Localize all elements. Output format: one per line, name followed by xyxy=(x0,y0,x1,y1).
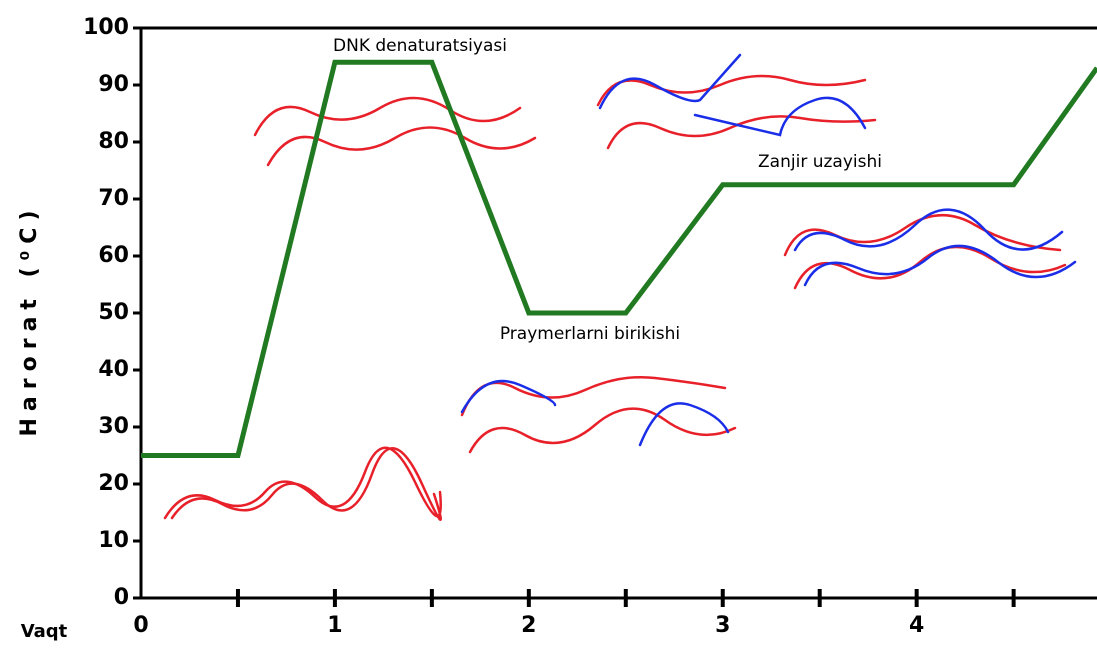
dna-strand xyxy=(793,208,1064,252)
dna-illustrations xyxy=(163,53,1077,521)
x-tick-label: 2 xyxy=(521,613,536,638)
y-tick-label: 10 xyxy=(98,528,129,553)
x-tick-label: 1 xyxy=(327,613,342,638)
y-tick-label: 40 xyxy=(98,357,129,382)
y-tick-label: 100 xyxy=(83,15,129,40)
y-tick-label: 70 xyxy=(98,186,129,211)
temperature-line xyxy=(141,59,1097,458)
y-tick-label: 50 xyxy=(98,300,129,325)
annotation: Praymerlarni birikishi xyxy=(500,324,680,344)
dna-strand xyxy=(266,126,537,167)
dna-strand xyxy=(468,407,737,454)
y-tick-label: 30 xyxy=(98,414,129,439)
x-tick-label: 3 xyxy=(715,613,730,638)
y-tick-label: 0 xyxy=(114,585,129,610)
annotation: Zanjir uzayishi xyxy=(758,152,882,172)
x-tick-label: 0 xyxy=(133,613,148,638)
primer xyxy=(693,96,867,137)
y-tick-label: 20 xyxy=(98,471,129,496)
y-tick-label: 90 xyxy=(98,72,129,97)
dna-strand xyxy=(170,447,442,521)
dna-strand xyxy=(596,74,867,107)
annotation: DNK denaturatsiyasi xyxy=(333,36,507,56)
primer xyxy=(460,379,557,414)
dna-strand xyxy=(606,115,877,150)
y-tick-label: 80 xyxy=(98,129,129,154)
primer xyxy=(638,402,730,447)
x-tick-label: 4 xyxy=(909,613,924,638)
dna-strand xyxy=(253,96,522,137)
dna-strand xyxy=(803,244,1077,287)
dna-strand xyxy=(460,375,727,417)
primer xyxy=(598,53,742,110)
dna-strand xyxy=(783,213,1062,257)
dna-strand xyxy=(793,245,1067,290)
y-tick-label: 60 xyxy=(98,243,129,268)
y-axis-label: Harorat (⁰C) xyxy=(17,204,42,437)
dna-strand xyxy=(163,446,442,520)
x-axis-label: Vaqt xyxy=(21,621,68,642)
